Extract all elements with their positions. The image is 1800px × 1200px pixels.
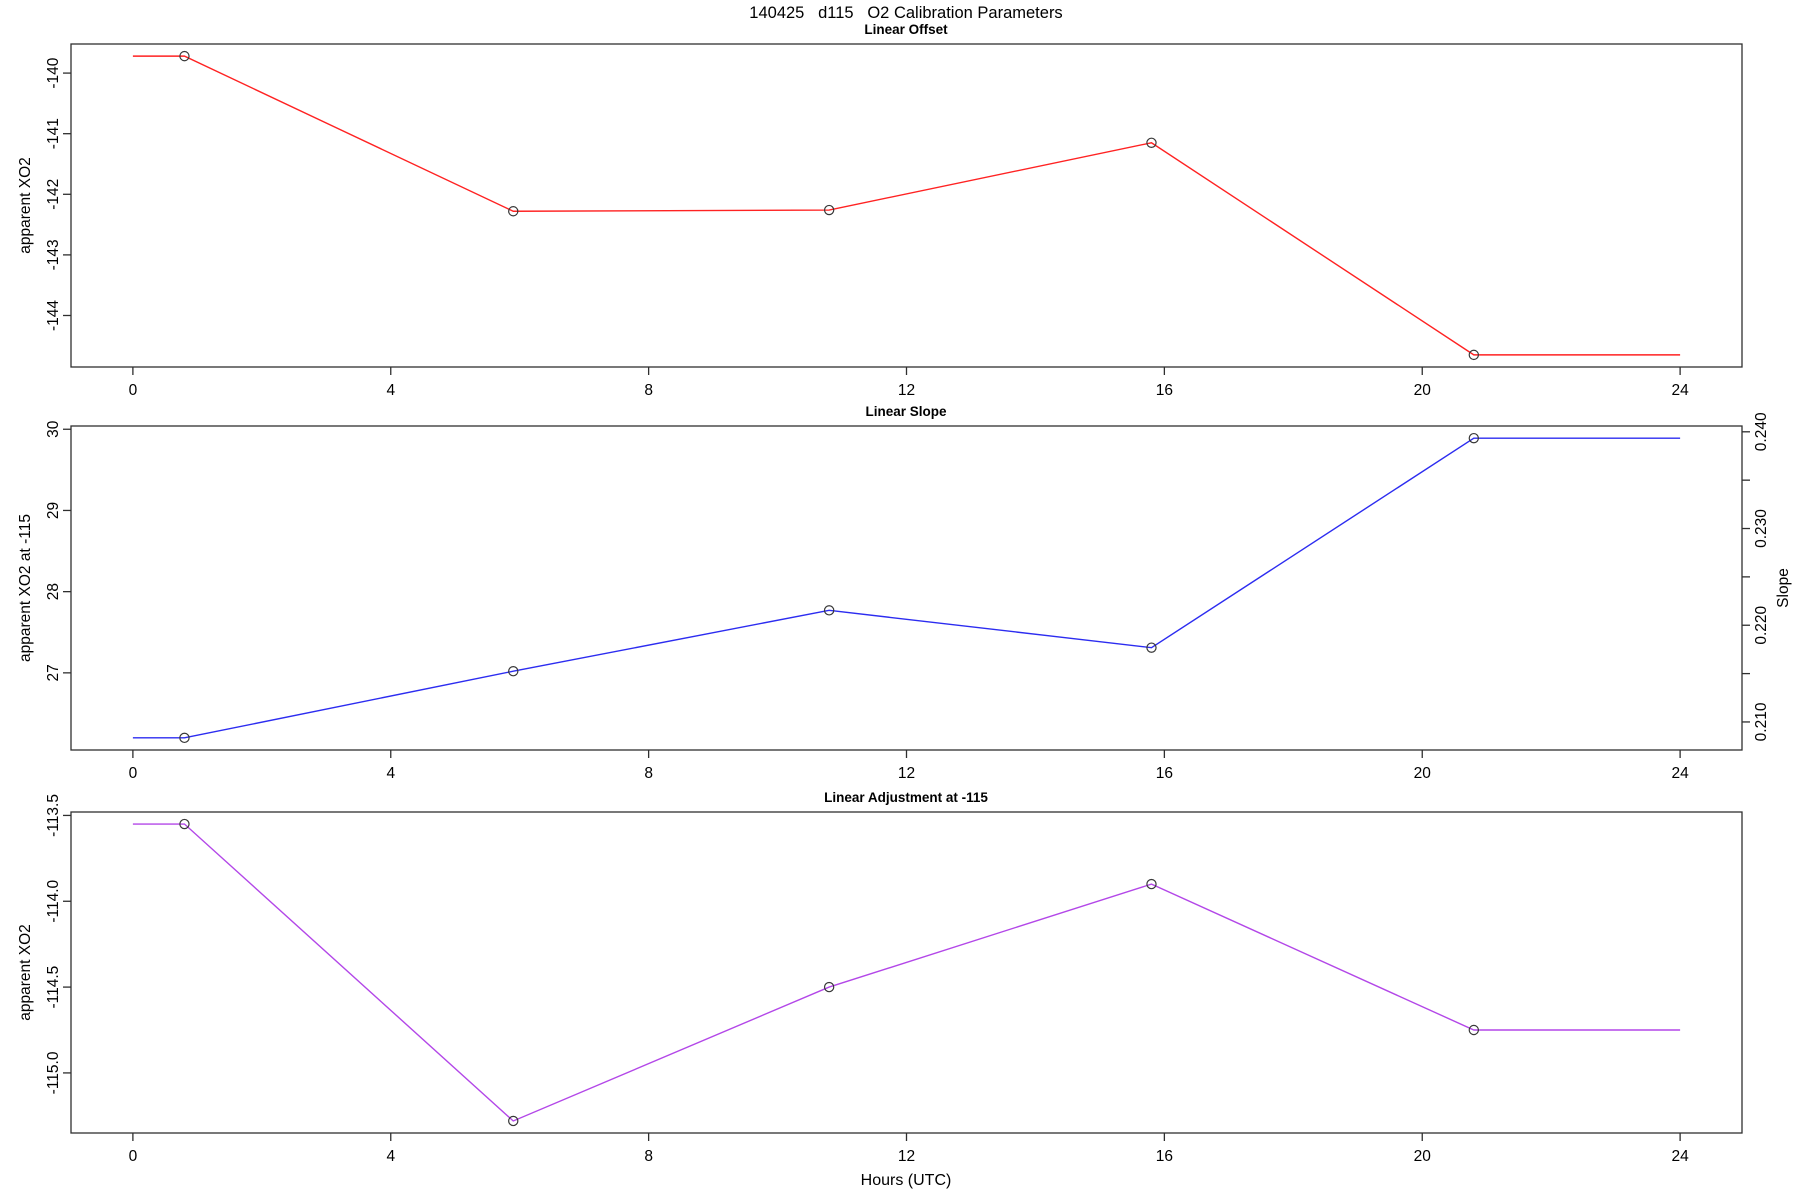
x-tick-label: 20 [1414,765,1432,782]
y-tick-label: -142 [45,179,62,210]
x-axis-title: Hours (UTC) [860,1172,952,1189]
x-tick-label: 4 [386,1148,395,1165]
data-point [508,666,519,677]
y-tick-label: 30 [45,420,62,438]
panel-title-linear-offset: Linear Offset [864,22,948,37]
y-tick-label: -113.5 [45,794,62,837]
data-point [179,50,190,62]
panel-title-linear-slope: Linear Slope [865,404,947,419]
y2-tick-label: 0.230 [1753,509,1770,548]
x-tick-label: 8 [644,382,653,399]
data-point [1468,1024,1480,1036]
panel-linear-slope: 0 4 8 12 16 20 24 27 28 29 30 apparent XO2 at -115 0… [17,412,1792,782]
panel-title-linear-adjustment: Linear Adjustment at -115 [824,790,988,805]
data-point [508,1115,519,1127]
y-tick-label: 27 [45,664,62,681]
x-tick-label: 20 [1414,382,1432,399]
data-point [1468,432,1480,444]
x-tick-label: 20 [1414,1148,1432,1165]
panel-linear-adjustment-at-115: 0 4 8 12 16 20 24 -113.5 -114.0 -114.5 -115.0 appar… [17,794,1743,1165]
y-tick-label: 28 [45,583,62,600]
y2-tick-label: 0.240 [1753,412,1770,451]
plot-box [70,425,1743,751]
y-tick-label: 29 [45,502,62,519]
x-tick-label: 12 [898,382,915,399]
x-tick-label: 12 [898,1148,915,1165]
x-tick-label: 4 [386,765,395,782]
x-tick-label: 0 [129,382,138,399]
y2-tick-label: 0.220 [1753,605,1770,644]
x-tick-label: 12 [898,765,915,782]
data-point [1146,642,1157,653]
data-point [823,204,835,216]
data-point [1146,878,1157,890]
y2-axis-title: Slope [1775,568,1792,608]
y2-tick-label: 0.210 [1753,702,1770,741]
data-point [1146,137,1157,148]
x-tick-label: 8 [644,765,653,782]
y-tick-label: -140 [45,57,62,88]
y-tick-label: -143 [45,239,62,270]
x-tick-label: 0 [129,765,138,782]
y-axis-title: apparent XO2 [17,924,34,1021]
y-tick-label: -114.0 [45,879,62,922]
x-tick-label: 4 [386,382,395,399]
x-tick-label: 16 [1156,382,1173,399]
data-point [823,981,835,993]
data-line [132,437,1681,739]
data-point [508,206,519,217]
y-tick-label: -115.0 [45,1051,62,1094]
panel-linear-offset: 0 4 8 12 16 20 24 -140 -141 -142 -143 -144 apparent … [17,43,1743,399]
figure-title: 140425 d115 O2 Calibration Parameters [749,4,1063,22]
data-line [132,823,1681,1122]
y-tick-label: -114.5 [45,966,62,1009]
y-tick-label: -141 [45,118,62,149]
data-point [179,732,190,744]
y-tick-label: -144 [45,300,62,331]
y-axis-title: apparent XO2 [17,157,34,254]
data-point [823,605,835,616]
x-tick-label: 0 [129,1148,138,1165]
x-tick-label: 24 [1671,1148,1689,1165]
data-point [179,818,190,830]
x-tick-label: 16 [1156,765,1173,782]
x-tick-label: 24 [1671,382,1689,399]
x-tick-label: 24 [1671,765,1689,782]
data-line [132,55,1681,356]
plot-box [70,43,1743,368]
x-tick-label: 16 [1156,1148,1173,1165]
x-tick-label: 8 [644,1148,653,1165]
data-point [1468,349,1480,361]
plot-box [70,811,1743,1134]
y-axis-title: apparent XO2 at -115 [17,514,34,662]
